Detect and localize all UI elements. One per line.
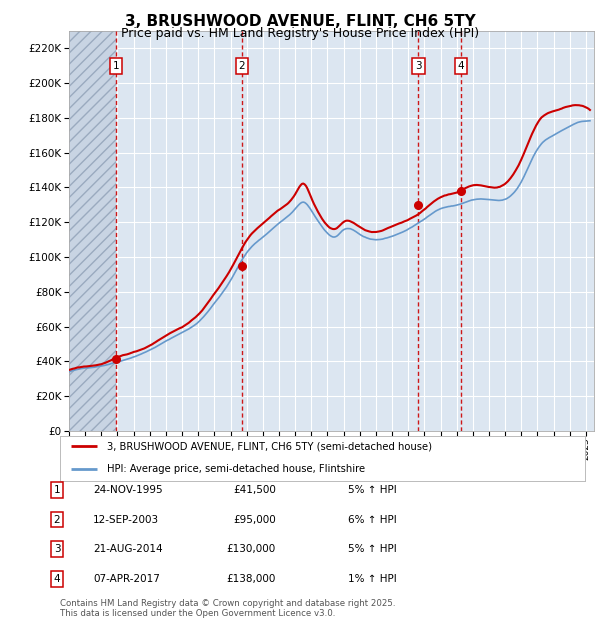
Text: Contains HM Land Registry data © Crown copyright and database right 2025.
This d: Contains HM Land Registry data © Crown c… — [60, 599, 395, 618]
Text: £95,000: £95,000 — [233, 515, 276, 525]
Text: 5% ↑ HPI: 5% ↑ HPI — [348, 544, 397, 554]
Text: 2: 2 — [239, 61, 245, 71]
Text: 21-AUG-2014: 21-AUG-2014 — [93, 544, 163, 554]
Text: 24-NOV-1995: 24-NOV-1995 — [93, 485, 163, 495]
Text: 5% ↑ HPI: 5% ↑ HPI — [348, 485, 397, 495]
Text: 4: 4 — [458, 61, 464, 71]
Text: £130,000: £130,000 — [227, 544, 276, 554]
Text: 3: 3 — [53, 544, 61, 554]
Text: 2: 2 — [53, 515, 61, 525]
Text: HPI: Average price, semi-detached house, Flintshire: HPI: Average price, semi-detached house,… — [107, 464, 365, 474]
Text: Price paid vs. HM Land Registry's House Price Index (HPI): Price paid vs. HM Land Registry's House … — [121, 27, 479, 40]
Text: 3, BRUSHWOOD AVENUE, FLINT, CH6 5TY: 3, BRUSHWOOD AVENUE, FLINT, CH6 5TY — [125, 14, 475, 29]
Text: 1: 1 — [113, 61, 119, 71]
Bar — [69, 31, 116, 431]
Text: 07-APR-2017: 07-APR-2017 — [93, 574, 160, 584]
Text: 1: 1 — [53, 485, 61, 495]
Text: 3: 3 — [415, 61, 422, 71]
Text: 6% ↑ HPI: 6% ↑ HPI — [348, 515, 397, 525]
Text: 4: 4 — [53, 574, 61, 584]
Text: 1% ↑ HPI: 1% ↑ HPI — [348, 574, 397, 584]
Text: £138,000: £138,000 — [227, 574, 276, 584]
Text: 12-SEP-2003: 12-SEP-2003 — [93, 515, 159, 525]
Text: £41,500: £41,500 — [233, 485, 276, 495]
Text: 3, BRUSHWOOD AVENUE, FLINT, CH6 5TY (semi-detached house): 3, BRUSHWOOD AVENUE, FLINT, CH6 5TY (sem… — [107, 441, 432, 451]
